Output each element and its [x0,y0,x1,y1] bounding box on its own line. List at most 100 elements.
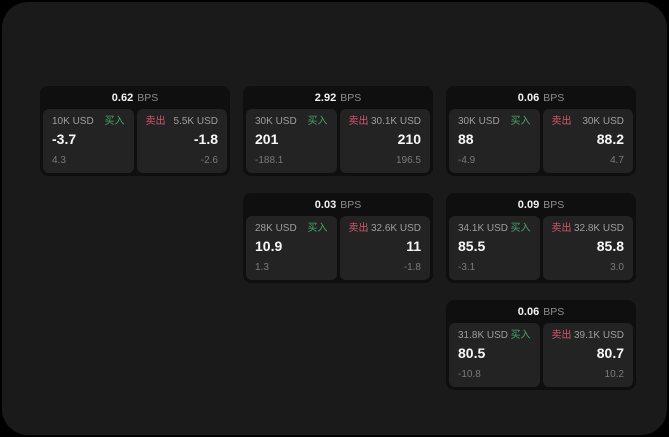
buy-panel-top: 28K USD 买入 [255,223,328,235]
bps-header: 0.06 BPS [446,300,636,323]
bps-value: 0.62 [111,91,134,104]
sell-panel[interactable]: 卖出 32.6K USD 11 -1.8 [339,216,430,280]
sell-side-label: 卖出 [551,116,572,127]
bps-unit-label: BPS [137,91,159,104]
bps-unit-label: BPS [543,305,565,318]
sell-amount: 5.5K USD [173,116,218,127]
quote-body: 30K USD 买入 201 -188.1 卖出 30.1K USD 210 1… [243,109,433,176]
sell-amount: 30K USD [582,116,624,127]
buy-panel[interactable]: 31.8K USD 买入 80.5 -10.8 [449,323,540,387]
sell-delta: 10.2 [604,369,624,380]
quote-card: 0.06 BPS 30K USD 买入 88 -4.9 卖出 30K USD [446,86,636,176]
sell-price: 80.7 [596,345,624,361]
sell-panel[interactable]: 卖出 39.1K USD 80.7 10.2 [542,323,633,387]
buy-delta: -188.1 [255,155,284,166]
quote-body: 30K USD 买入 88 -4.9 卖出 30K USD 88.2 4.7 [446,109,636,176]
buy-amount: 31.8K USD [458,330,509,341]
sell-side-label: 卖出 [348,223,369,234]
buy-panel[interactable]: 30K USD 买入 88 -4.9 [449,109,540,173]
bps-value: 0.09 [517,198,540,211]
sell-side-label: 卖出 [551,223,572,234]
bps-header: 2.92 BPS [243,86,433,109]
sell-delta: 196.5 [395,155,421,166]
sell-panel[interactable]: 卖出 30.1K USD 210 196.5 [339,109,430,173]
sell-panel-top: 卖出 30.1K USD [349,116,422,128]
buy-amount: 28K USD [255,223,297,234]
sell-delta: -1.8 [403,262,421,273]
buy-delta: -4.9 [458,155,476,166]
buy-delta: 1.3 [255,262,269,273]
bps-unit-label: BPS [543,91,565,104]
sell-price: 88.2 [596,131,624,147]
sell-delta: -2.6 [200,155,218,166]
buy-delta: -10.8 [458,369,481,380]
sell-amount: 39.1K USD [573,330,624,341]
buy-price: 10.9 [255,238,283,254]
sell-panel[interactable]: 卖出 32.8K USD 85.8 3.0 [542,216,633,280]
sell-side-label: 卖出 [145,116,166,127]
buy-panel[interactable]: 10K USD 买入 -3.7 4.3 [43,109,134,173]
buy-side-label: 买入 [104,116,125,127]
buy-price: 201 [255,131,279,147]
buy-delta: 4.3 [52,155,66,166]
buy-panel-top: 10K USD 买入 [52,116,125,128]
buy-amount: 10K USD [52,116,94,127]
quote-body: 28K USD 买入 10.9 1.3 卖出 32.6K USD 11 -1.8 [243,216,433,283]
bps-unit-label: BPS [543,198,565,211]
buy-side-label: 买入 [510,330,531,341]
sell-amount: 32.8K USD [573,223,624,234]
quote-card: 0.09 BPS 34.1K USD 买入 85.5 -3.1 卖出 32.8K… [446,193,636,283]
sell-amount: 30.1K USD [370,116,421,127]
sell-panel[interactable]: 卖出 30K USD 88.2 4.7 [542,109,633,173]
sell-panel-top: 卖出 32.8K USD [552,223,625,235]
buy-panel[interactable]: 34.1K USD 买入 85.5 -3.1 [449,216,540,280]
bps-value: 0.06 [517,91,540,104]
buy-panel[interactable]: 30K USD 买入 201 -188.1 [246,109,337,173]
quote-body: 10K USD 买入 -3.7 4.3 卖出 5.5K USD -1.8 -2.… [40,109,230,176]
quote-card: 0.06 BPS 31.8K USD 买入 80.5 -10.8 卖出 39.1… [446,300,636,390]
bps-header: 0.03 BPS [243,193,433,216]
quote-card: 0.03 BPS 28K USD 买入 10.9 1.3 卖出 32.6K US… [243,193,433,283]
bps-unit-label: BPS [340,91,362,104]
buy-side-label: 买入 [307,116,328,127]
sell-panel-top: 卖出 39.1K USD [552,330,625,342]
bps-unit-label: BPS [340,198,362,211]
buy-panel-top: 30K USD 买入 [255,116,328,128]
sell-delta: 3.0 [610,262,624,273]
sell-panel[interactable]: 卖出 5.5K USD -1.8 -2.6 [136,109,227,173]
quote-card: 0.62 BPS 10K USD 买入 -3.7 4.3 卖出 5.5K USD [40,86,230,176]
sell-price: 11 [406,238,421,254]
buy-price: 80.5 [458,345,486,361]
buy-amount: 30K USD [255,116,297,127]
buy-panel-top: 34.1K USD 买入 [458,223,531,235]
sell-delta: 4.7 [610,155,624,166]
bps-header: 0.06 BPS [446,86,636,109]
bps-header: 0.09 BPS [446,193,636,216]
buy-side-label: 买入 [510,223,531,234]
buy-side-label: 买入 [510,116,531,127]
sell-price: 85.8 [596,238,624,254]
bps-value: 2.92 [314,91,337,104]
sell-amount: 32.6K USD [370,223,421,234]
buy-price: 88 [458,131,474,147]
buy-panel-top: 30K USD 买入 [458,116,531,128]
bps-value: 0.03 [314,198,337,211]
sell-side-label: 卖出 [551,330,572,341]
buy-amount: 34.1K USD [458,223,509,234]
buy-panel[interactable]: 28K USD 买入 10.9 1.3 [246,216,337,280]
buy-side-label: 买入 [307,223,328,234]
bps-value: 0.06 [517,305,540,318]
sell-panel-top: 卖出 32.6K USD [349,223,422,235]
quote-body: 34.1K USD 买入 85.5 -3.1 卖出 32.8K USD 85.8… [446,216,636,283]
quote-card: 2.92 BPS 30K USD 买入 201 -188.1 卖出 30.1K … [243,86,433,176]
buy-amount: 30K USD [458,116,500,127]
bps-header: 0.62 BPS [40,86,230,109]
buy-price: -3.7 [52,131,77,147]
sell-panel-top: 卖出 30K USD [552,116,625,128]
buy-panel-top: 31.8K USD 买入 [458,330,531,342]
buy-price: 85.5 [458,238,486,254]
sell-price: 210 [397,131,421,147]
sell-price: -1.8 [193,131,218,147]
